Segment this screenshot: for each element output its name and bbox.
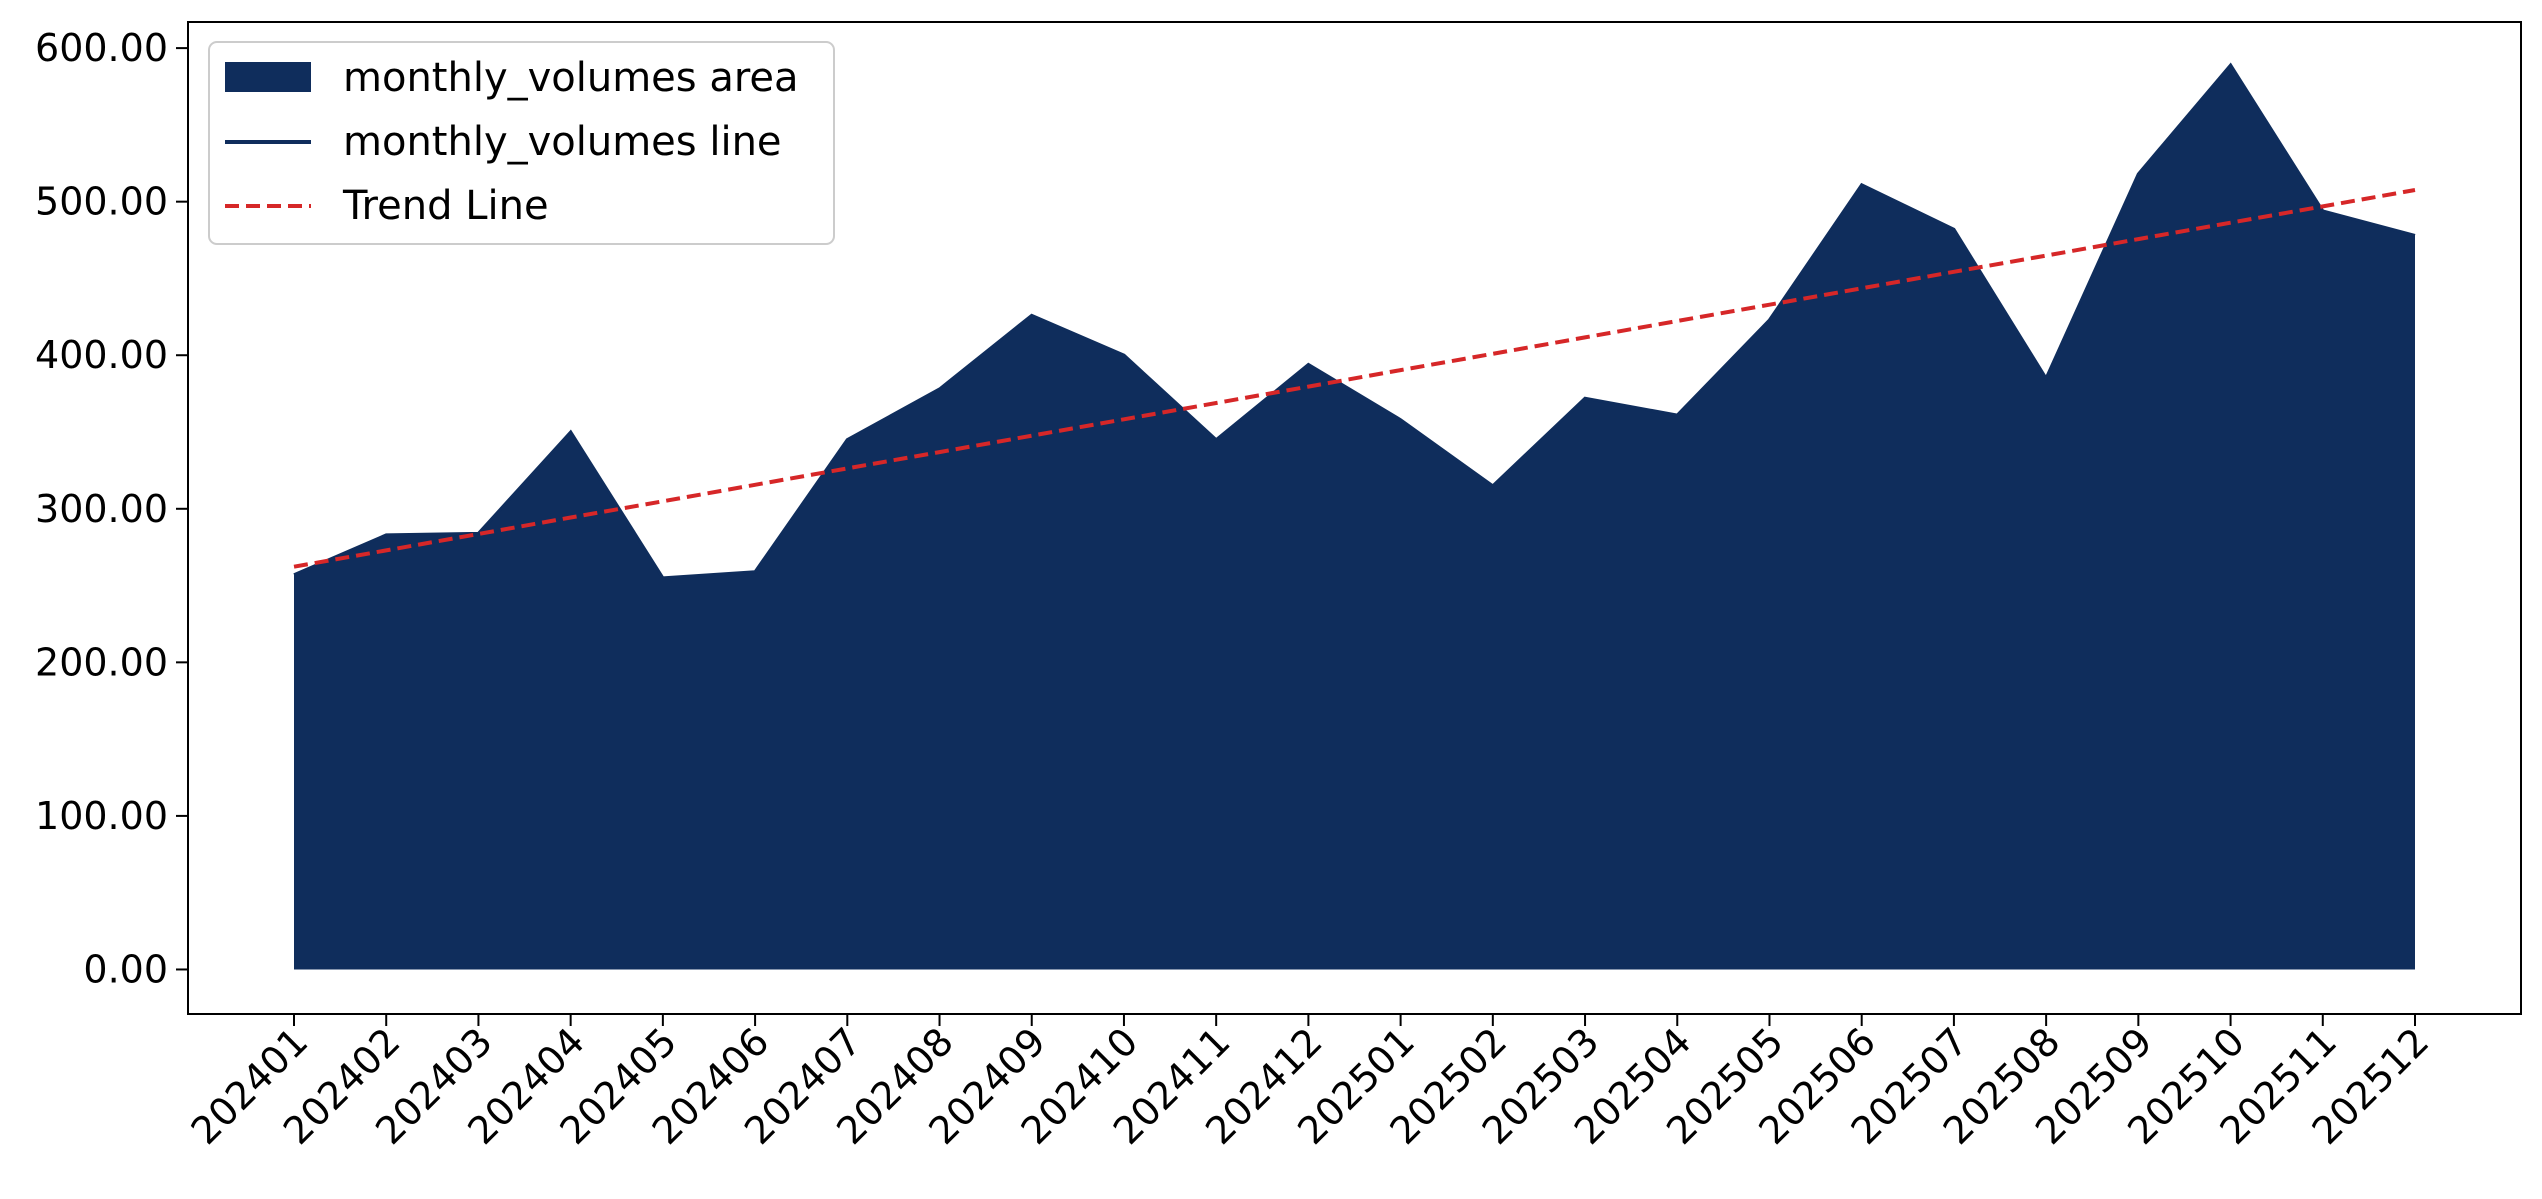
plot-frame bbox=[187, 21, 2522, 1015]
y-tick-label: 500.00 bbox=[35, 180, 168, 224]
area-series-fill bbox=[294, 65, 2415, 970]
trend-line bbox=[293, 188, 2416, 569]
y-tick-label: 600.00 bbox=[35, 26, 168, 70]
plot-layer bbox=[293, 62, 2416, 970]
legend-label-area: monthly_volumes area bbox=[343, 55, 799, 101]
y-tick-label: 300.00 bbox=[35, 487, 168, 531]
legend-box bbox=[208, 41, 835, 245]
legend-label-line: monthly_volumes line bbox=[343, 119, 782, 165]
series-line bbox=[293, 62, 2416, 580]
y-tick-label: 0.00 bbox=[83, 947, 168, 991]
legend-label-trend: Trend Line bbox=[342, 183, 549, 229]
y-tick-label: 200.00 bbox=[35, 640, 168, 684]
legend: monthly_volumes area monthly_volumes lin… bbox=[208, 41, 835, 245]
y-tick-label: 100.00 bbox=[35, 794, 168, 838]
legend-swatch-area bbox=[225, 62, 311, 92]
y-tick-label: 400.00 bbox=[35, 333, 168, 377]
